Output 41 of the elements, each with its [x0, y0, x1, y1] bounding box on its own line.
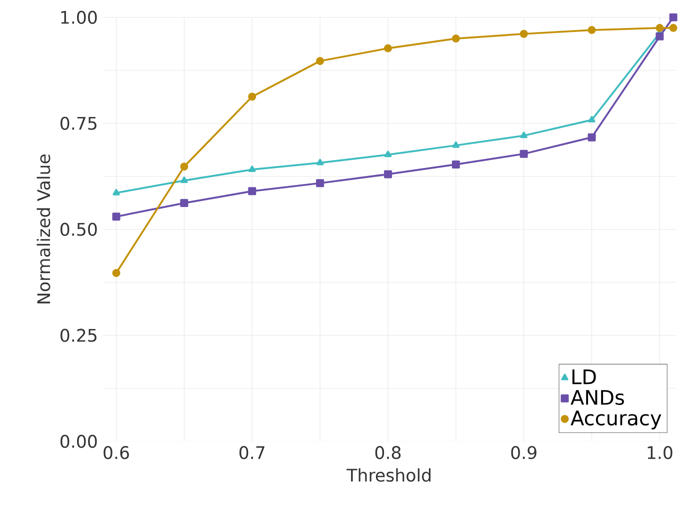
y-tick-label: 0.25: [60, 328, 96, 342]
y-tick-label: 0.50: [60, 222, 97, 236]
legend-label: LD: [572, 370, 596, 384]
y-tick-label: 1.00: [61, 10, 97, 24]
legend-label: ANDs: [570, 390, 624, 405]
point: [316, 179, 324, 188]
point: [112, 212, 120, 221]
point: [656, 24, 664, 32]
point: [452, 160, 460, 168]
y-axis-title: Normalized Value: [36, 154, 50, 304]
point: [384, 170, 392, 178]
point: [588, 133, 596, 142]
point: [588, 116, 596, 122]
x-tick-label: 0.8: [375, 446, 401, 460]
x-tick-label: 0.9: [511, 446, 536, 460]
point: [180, 199, 188, 208]
point: [384, 150, 392, 158]
point: [384, 44, 392, 52]
point: [520, 30, 528, 38]
point: [588, 26, 596, 34]
point: [316, 57, 324, 66]
x-tick-label: 1.0: [648, 446, 672, 460]
point: [520, 132, 528, 138]
point: [316, 158, 324, 166]
y-tick-label: 0.75: [60, 116, 96, 130]
point: [248, 166, 256, 172]
x-tick-label: 0.7: [239, 446, 264, 460]
point: [452, 34, 460, 43]
y-tick-label: 0.00: [60, 434, 97, 448]
point: [180, 176, 188, 184]
x-tick-label: 0.6: [104, 446, 129, 460]
point: [112, 188, 120, 196]
point: [180, 162, 188, 171]
point: [112, 269, 120, 278]
legend-label: Accuracy: [570, 410, 662, 430]
point: [656, 32, 664, 40]
x-axis-title: Threshold: [346, 468, 430, 482]
point: [452, 141, 460, 148]
point: [520, 150, 528, 158]
point: [248, 187, 256, 196]
point: [248, 92, 256, 101]
